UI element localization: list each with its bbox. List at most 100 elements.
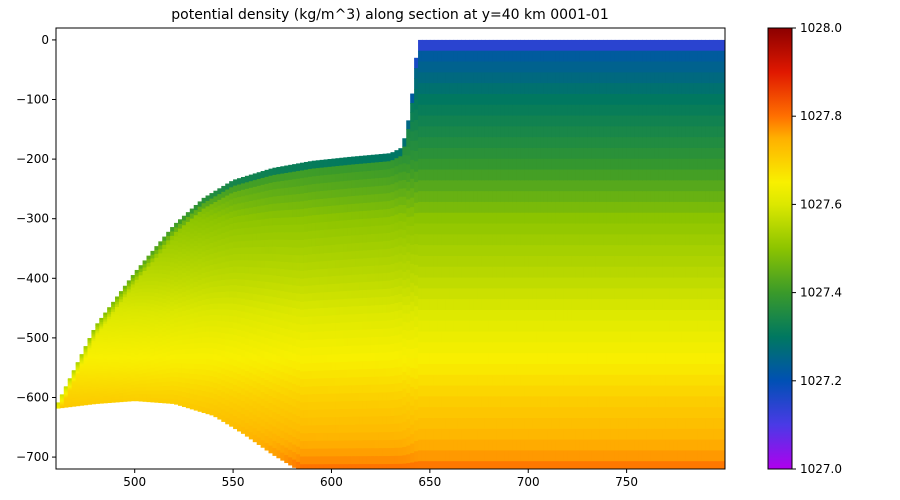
density-cell — [390, 432, 396, 441]
density-cell — [91, 370, 96, 373]
density-cell — [378, 209, 384, 219]
density-cell — [237, 304, 242, 312]
density-cell — [500, 223, 506, 235]
density-cell — [71, 403, 77, 405]
density-cell — [327, 370, 333, 379]
density-cell — [484, 61, 490, 73]
density-cell — [331, 370, 337, 379]
density-cell — [477, 331, 482, 343]
density-cell — [421, 104, 427, 117]
density-cell — [457, 93, 462, 106]
density-cell — [469, 212, 474, 225]
density-cell — [311, 269, 317, 279]
density-cell — [185, 339, 191, 345]
density-cell — [185, 270, 191, 277]
density-cell — [406, 208, 411, 218]
density-cell — [170, 337, 175, 343]
density-cell — [488, 61, 494, 73]
density-cell — [170, 363, 175, 369]
density-cell — [201, 251, 207, 258]
density-cell — [410, 415, 415, 426]
density-cell — [311, 246, 317, 255]
density-cell — [142, 390, 148, 395]
density-cell — [177, 381, 183, 388]
density-cell — [177, 400, 183, 406]
density-cell — [449, 245, 455, 257]
density-cell — [327, 378, 333, 387]
density-cell — [103, 344, 108, 347]
density-cell — [504, 223, 510, 235]
density-cell — [441, 212, 447, 225]
density-cell — [181, 230, 187, 236]
density-cell — [103, 393, 108, 397]
density-cell — [193, 374, 199, 380]
density-cell — [240, 388, 246, 396]
density-cell — [374, 233, 380, 243]
density-cell — [469, 72, 474, 84]
density-cell — [343, 251, 348, 261]
density-cell — [469, 266, 474, 279]
density-cell — [111, 372, 116, 376]
density-cell — [484, 407, 490, 419]
density-cell — [508, 191, 514, 203]
density-cell — [433, 342, 439, 354]
density-cell — [87, 364, 93, 367]
density-cell — [437, 50, 443, 63]
density-cell — [323, 245, 329, 254]
density-cell — [414, 389, 419, 401]
density-cell — [268, 353, 274, 361]
density-cell — [512, 147, 518, 160]
density-cell — [449, 255, 455, 268]
density-cell — [484, 72, 490, 84]
density-cell — [307, 231, 313, 240]
density-cell — [473, 39, 478, 52]
density-cell — [240, 176, 246, 184]
density-cell — [540, 363, 545, 376]
density-cell — [264, 428, 270, 437]
density-cell — [528, 180, 533, 192]
density-cell — [378, 424, 384, 433]
density-cell — [189, 318, 195, 325]
density-cell — [465, 363, 470, 376]
density-cell — [272, 369, 277, 377]
density-cell — [292, 255, 297, 264]
density-cell — [252, 434, 258, 443]
density-cell — [170, 376, 175, 382]
density-cell — [99, 390, 104, 393]
density-cell — [465, 342, 470, 354]
density-cell — [79, 371, 85, 374]
density-cell — [217, 292, 222, 299]
density-cell — [303, 177, 309, 186]
density-cell — [292, 361, 297, 370]
density-cell — [496, 374, 502, 387]
density-cell — [457, 439, 462, 451]
density-cell — [437, 309, 443, 322]
density-cell — [260, 378, 266, 386]
density-cell — [528, 39, 533, 52]
density-cell — [488, 277, 494, 289]
density-cell — [264, 239, 270, 248]
density-cell — [284, 165, 289, 174]
density-cell — [445, 201, 451, 214]
density-cell — [315, 284, 321, 294]
density-cell — [75, 400, 81, 402]
density-cell — [402, 230, 407, 239]
density-cell — [418, 223, 423, 235]
density-cell — [142, 306, 148, 311]
density-cell — [355, 432, 360, 442]
density-cell — [307, 184, 313, 193]
density-cell — [126, 397, 132, 402]
density-cell — [496, 266, 502, 279]
density-cell — [217, 205, 222, 212]
density-cell — [142, 288, 148, 293]
density-cell — [233, 378, 238, 386]
density-cell — [83, 394, 89, 397]
density-cell — [209, 392, 215, 399]
density-cell — [339, 181, 344, 190]
density-cell — [166, 287, 171, 293]
density-cell — [437, 169, 443, 181]
density-cell — [429, 158, 435, 171]
density-cell — [421, 385, 427, 397]
density-cell — [508, 374, 514, 387]
density-cell — [166, 253, 171, 259]
